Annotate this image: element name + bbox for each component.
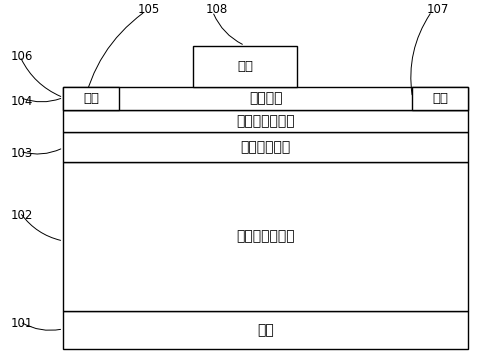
Text: 108: 108 <box>205 3 227 16</box>
Text: 106: 106 <box>10 50 33 63</box>
Text: 源极: 源极 <box>83 92 99 105</box>
Text: 104: 104 <box>10 95 33 108</box>
Bar <box>63 311 468 348</box>
Text: 102: 102 <box>10 210 33 222</box>
Text: 衬底: 衬底 <box>257 323 274 337</box>
Text: 101: 101 <box>10 317 33 330</box>
Text: 栅极: 栅极 <box>237 60 253 73</box>
Text: 栅介质层: 栅介质层 <box>249 91 283 105</box>
Text: 107: 107 <box>427 3 449 16</box>
Text: 氮化镉沟道层: 氮化镉沟道层 <box>241 140 291 154</box>
Bar <box>193 45 297 87</box>
Bar <box>63 132 468 162</box>
Bar <box>63 87 468 110</box>
Bar <box>63 110 468 132</box>
Text: 105: 105 <box>138 3 160 16</box>
Text: 铝钓镉氮缓冲层: 铝钓镉氮缓冲层 <box>236 229 295 243</box>
Bar <box>412 87 468 110</box>
Text: 漏极: 漏极 <box>432 92 448 105</box>
Text: 103: 103 <box>10 147 32 159</box>
Text: 铝钓镉氮势垒层: 铝钓镉氮势垒层 <box>236 114 295 128</box>
Bar <box>63 87 119 110</box>
Bar <box>63 162 468 311</box>
